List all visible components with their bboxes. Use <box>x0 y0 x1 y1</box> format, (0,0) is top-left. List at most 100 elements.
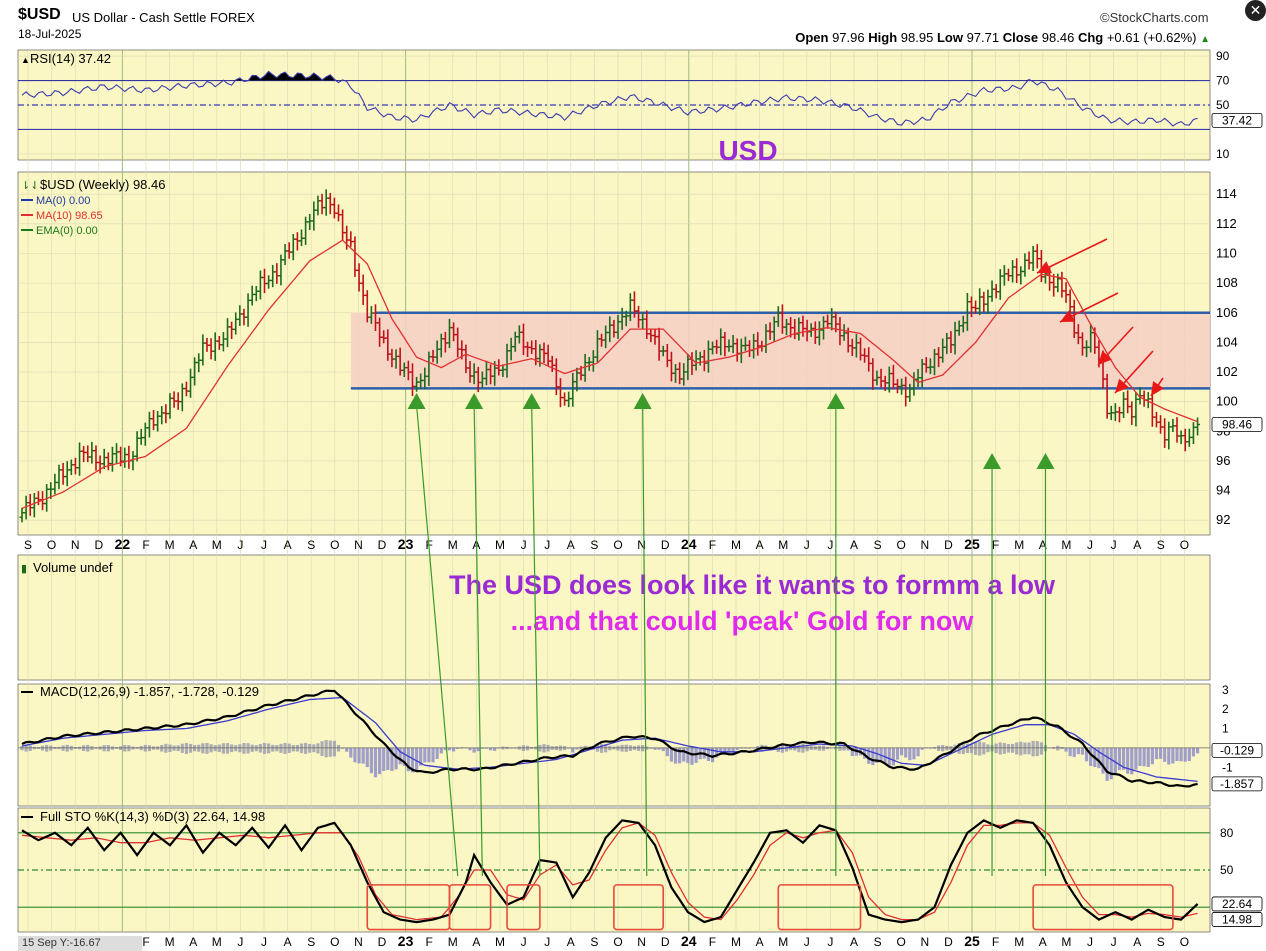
macd-histogram-bar <box>649 747 653 749</box>
rsi-tick-label: 50 <box>1216 98 1230 112</box>
macd-histogram-bar <box>1002 742 1006 754</box>
x-axis-month-label: J <box>521 935 527 949</box>
macd-histogram-bar <box>398 747 402 765</box>
macd-histogram-bar <box>488 747 493 751</box>
macd-last-value-box <box>1211 776 1263 792</box>
price-tick-label: 108 <box>1216 275 1238 290</box>
macd-histogram-bar <box>509 747 513 749</box>
price-tick-label: 112 <box>1216 216 1237 231</box>
macd-histogram-bar <box>431 747 435 763</box>
sto-low-zone-box <box>1032 884 1174 931</box>
x-axis-month-label: 24 <box>681 536 697 552</box>
x-axis-month-label: A <box>189 935 197 949</box>
macd-histogram-bar <box>1179 747 1183 762</box>
x-axis-month-label: N <box>637 538 646 552</box>
macd-histogram-bar <box>900 747 904 756</box>
x-axis-month-label: J <box>827 538 833 552</box>
chart-date: 18-Jul-2025 <box>18 27 82 41</box>
price-tick-label: 100 <box>1216 394 1238 409</box>
macd-histogram-bar <box>850 747 854 757</box>
x-axis-month-label: J <box>827 935 833 949</box>
x-axis-month-label: D <box>944 935 953 949</box>
green-arrow-head <box>465 393 484 409</box>
macd-histogram-bar <box>928 747 932 749</box>
x-axis-month-label: F <box>709 935 716 949</box>
x-axis-month-label: A <box>472 935 480 949</box>
x-axis-month-label: J <box>237 935 243 949</box>
macd-histogram-bar <box>1175 747 1179 761</box>
x-axis-month-label: A <box>189 538 197 552</box>
low-label: Low <box>936 30 963 45</box>
x-axis-month-label: N <box>637 935 646 949</box>
x-axis-month-label: M <box>1014 935 1024 949</box>
green-arrow-shaft <box>473 404 483 877</box>
close-icon[interactable]: ✕ <box>1245 0 1266 21</box>
macd-histogram-bar <box>895 747 900 760</box>
red-arrow-head <box>1060 310 1075 322</box>
x-axis-month-label: S <box>590 935 598 949</box>
macd-histogram-bar <box>320 741 324 757</box>
annotation-line-2: ...and that could 'peak' Gold for now <box>511 606 975 636</box>
macd-histogram-bar <box>747 747 752 749</box>
x-axis-month-label: J <box>237 538 243 552</box>
macd-histogram-bar <box>345 747 349 752</box>
macd-histogram-bar <box>493 747 497 751</box>
macd-histogram-bar <box>887 747 891 766</box>
x-axis-month-label: M <box>731 935 741 949</box>
x-axis-month-label: A <box>567 538 575 552</box>
macd-tick-label: 1 <box>1222 722 1229 736</box>
macd-histogram-bar <box>369 747 373 774</box>
x-axis-month-label: F <box>426 935 433 949</box>
macd-histogram-bar <box>1117 747 1122 771</box>
sto-tick-label: 50 <box>1220 863 1234 877</box>
ohlc-readout: Open 97.96 High 98.95 Low 97.71 Close 98… <box>795 30 1210 45</box>
macd-histogram-bar <box>353 747 357 763</box>
macd-line <box>21 689 1198 788</box>
x-axis-month-label: J <box>521 538 527 552</box>
macd-histogram-bar <box>316 743 320 754</box>
x-axis-month-label: N <box>920 538 929 552</box>
macd-tick-label: 3 <box>1222 683 1229 697</box>
green-arrow-head <box>633 393 652 409</box>
sto-low-zone-box <box>777 884 862 931</box>
macd-histogram-bar <box>1080 747 1085 755</box>
macd-histogram-bar <box>480 747 484 749</box>
macd-last-value: -1.857 <box>1220 777 1254 791</box>
x-axis-month-label: A <box>1039 538 1047 552</box>
macd-histogram-bar <box>978 741 982 756</box>
sto-d-last-value: 14.98 <box>1222 912 1252 926</box>
up-triangle-icon: ▲ <box>1200 34 1210 45</box>
macd-histogram-bar <box>875 747 879 763</box>
macd-histogram-bar <box>484 747 489 749</box>
macd-histogram-bar <box>468 747 472 751</box>
macd-histogram-bar <box>1113 747 1117 775</box>
macd-histogram-bar <box>735 747 739 751</box>
macd-histogram-bar <box>225 743 230 754</box>
macd-histogram-bar <box>1130 747 1134 775</box>
x-axis-month-label: A <box>756 935 764 949</box>
x-axis-month-label: D <box>661 935 670 949</box>
scroll-readout: 15 Sep Y:-16.67 <box>18 936 142 951</box>
x-axis-month-label: S <box>24 538 32 552</box>
x-axis-month-label: M <box>448 935 458 949</box>
macd-histogram-bar <box>221 743 226 754</box>
macd-histogram-bar <box>447 747 452 751</box>
macd-histogram-bar <box>891 747 895 766</box>
x-axis-month-label: J <box>544 935 550 949</box>
x-axis-month-label: M <box>448 538 458 552</box>
macd-histogram-bar <box>904 747 908 758</box>
sto-k-last-value: 22.64 <box>1222 897 1252 911</box>
rsi-tick-label: 70 <box>1216 74 1230 88</box>
macd-histogram-bar <box>304 742 308 754</box>
macd-histogram-bar <box>443 747 447 751</box>
macd-tick-label: 2 <box>1222 702 1229 716</box>
rsi-tick-label: 10 <box>1216 147 1230 161</box>
x-axis-month-label: 23 <box>398 933 414 949</box>
rsi-line <box>21 70 1198 127</box>
volume-bars-icon: ▮ <box>21 563 27 575</box>
x-axis-month-label: A <box>756 538 764 552</box>
x-axis-month-label: J <box>1111 538 1117 552</box>
red-arrow-head <box>1037 261 1052 273</box>
x-axis-month-label: 22 <box>115 536 131 552</box>
brand-watermark: ©StockCharts.com <box>1100 10 1209 25</box>
